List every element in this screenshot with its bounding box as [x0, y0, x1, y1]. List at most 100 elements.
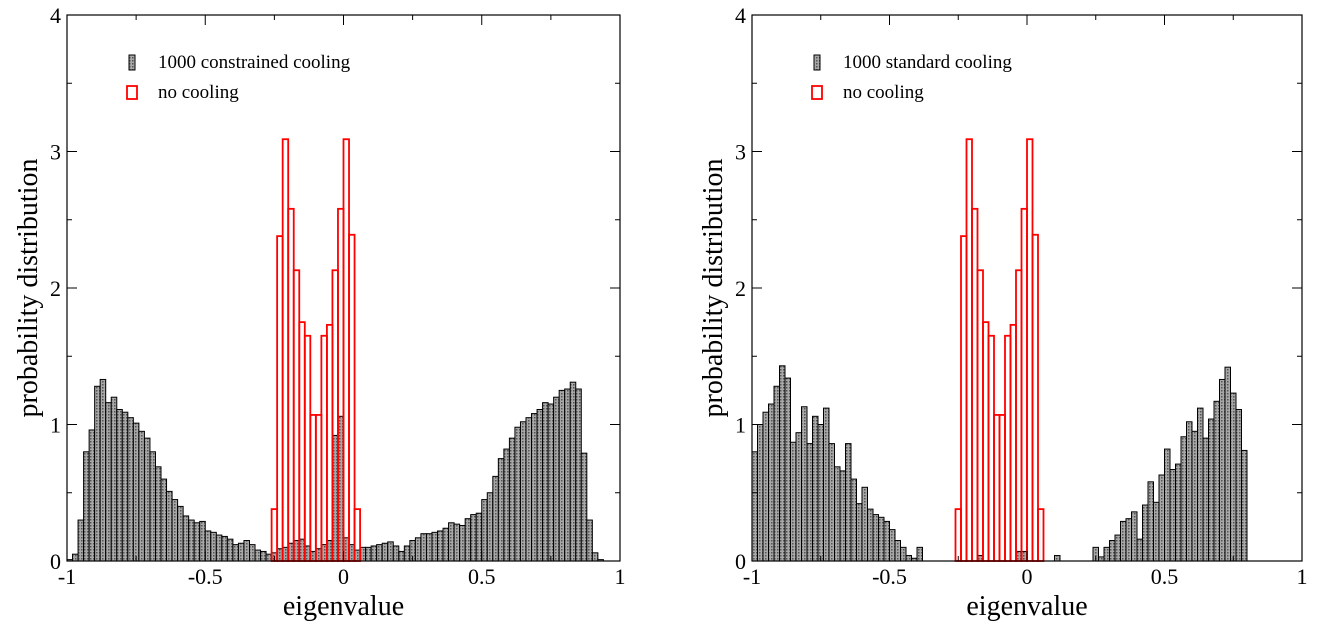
x-tick-label: 0.5: [1151, 564, 1179, 589]
bar: [1054, 555, 1061, 562]
bar: [143, 437, 151, 562]
bar: [475, 512, 483, 562]
bar: [536, 408, 544, 562]
bar: [834, 466, 841, 562]
bar: [762, 411, 769, 562]
x-tick-label: 0: [1022, 564, 1033, 589]
bar: [459, 525, 466, 562]
y-tick-label: 1: [735, 413, 746, 438]
bar: [575, 388, 582, 562]
bar: [519, 421, 527, 562]
bar: [1125, 518, 1132, 562]
bar: [828, 443, 835, 562]
bar: [420, 533, 427, 562]
x-tick-label: 0: [338, 564, 349, 589]
bar: [1120, 520, 1127, 562]
bar: [481, 499, 488, 562]
bar: [1136, 538, 1143, 562]
bar: [470, 514, 477, 562]
bar: [850, 478, 857, 562]
bar: [254, 549, 262, 562]
bar: [77, 519, 85, 562]
bar: [806, 443, 813, 562]
bar: [370, 545, 378, 562]
legend-label: 1000 constrained cooling: [158, 52, 351, 73]
x-tick-label: 1: [615, 564, 626, 589]
bar: [531, 413, 538, 562]
bar: [392, 545, 400, 562]
legend-swatch-filled: [813, 54, 821, 71]
bar: [376, 544, 383, 562]
y-tick-label: 2: [50, 276, 61, 301]
chart-panel-1: -1 -0.5 0 0.5 1 0 1 2 3 4 eigenvalue probability di…: [13, 3, 626, 622]
x-tick-label: -0.5: [872, 564, 907, 589]
bar: [542, 402, 549, 562]
bar: [1241, 449, 1248, 562]
bar: [1131, 511, 1138, 562]
bar: [586, 519, 593, 562]
x-tick-label: 0.5: [468, 564, 496, 589]
series-1-filled-bars: [66, 378, 604, 562]
bar: [215, 534, 223, 562]
bar: [1147, 481, 1154, 562]
bar: [878, 516, 885, 562]
bar: [365, 546, 372, 562]
series-2-outline-bars: [270, 138, 361, 562]
bar: [1219, 378, 1226, 562]
bar: [1169, 469, 1176, 562]
bar: [779, 365, 786, 562]
bar: [861, 486, 868, 562]
bar: [817, 424, 824, 562]
bar: [508, 437, 516, 562]
bar: [553, 396, 560, 562]
legend-swatch-filled: [128, 54, 136, 71]
bar: [839, 470, 846, 562]
bar: [83, 451, 90, 562]
bar: [105, 402, 112, 562]
bar: [790, 441, 797, 562]
x-tick-label: -1: [58, 564, 76, 589]
legend-swatch-outline: [126, 85, 138, 100]
bar: [569, 381, 577, 562]
bar: [795, 432, 802, 562]
bar: [127, 417, 134, 562]
bar: [900, 546, 907, 562]
bar: [99, 378, 107, 562]
bar: [138, 430, 145, 562]
legend-label: no cooling: [843, 82, 924, 103]
series-2-outline-bars: [954, 138, 1045, 562]
bar: [773, 385, 780, 562]
bar: [812, 415, 819, 562]
bar: [193, 522, 201, 562]
bar: [1202, 437, 1209, 562]
bar: [464, 518, 472, 562]
bar: [591, 552, 599, 562]
bar: [784, 377, 791, 562]
bar: [1098, 556, 1105, 562]
legend: 1000 standard cooling no cooling: [795, 46, 1037, 114]
bar: [232, 544, 239, 562]
bar: [154, 466, 162, 562]
bar: [110, 396, 118, 562]
bar: [199, 520, 206, 562]
x-tick-label: -0.5: [188, 564, 223, 589]
bar: [1037, 508, 1045, 562]
bar: [116, 408, 123, 562]
bar: [204, 530, 212, 562]
bar: [260, 550, 267, 562]
bar: [547, 403, 555, 562]
bar: [497, 458, 505, 562]
bar: [558, 389, 566, 562]
bar: [1164, 448, 1171, 562]
bar: [166, 490, 173, 562]
bar: [1230, 392, 1237, 562]
bar: [757, 424, 764, 562]
bar: [889, 529, 896, 562]
bar: [894, 540, 901, 562]
legend: 1000 constrained cooling no cooling: [110, 46, 352, 114]
y-tick-label: 3: [50, 140, 61, 165]
chart-panel-2: -1 -0.5 0 0.5 1 0 1 2 3 4 eigenvalue probability di…: [698, 3, 1308, 622]
bar: [1158, 474, 1165, 562]
y-tick-label: 0: [735, 549, 746, 574]
